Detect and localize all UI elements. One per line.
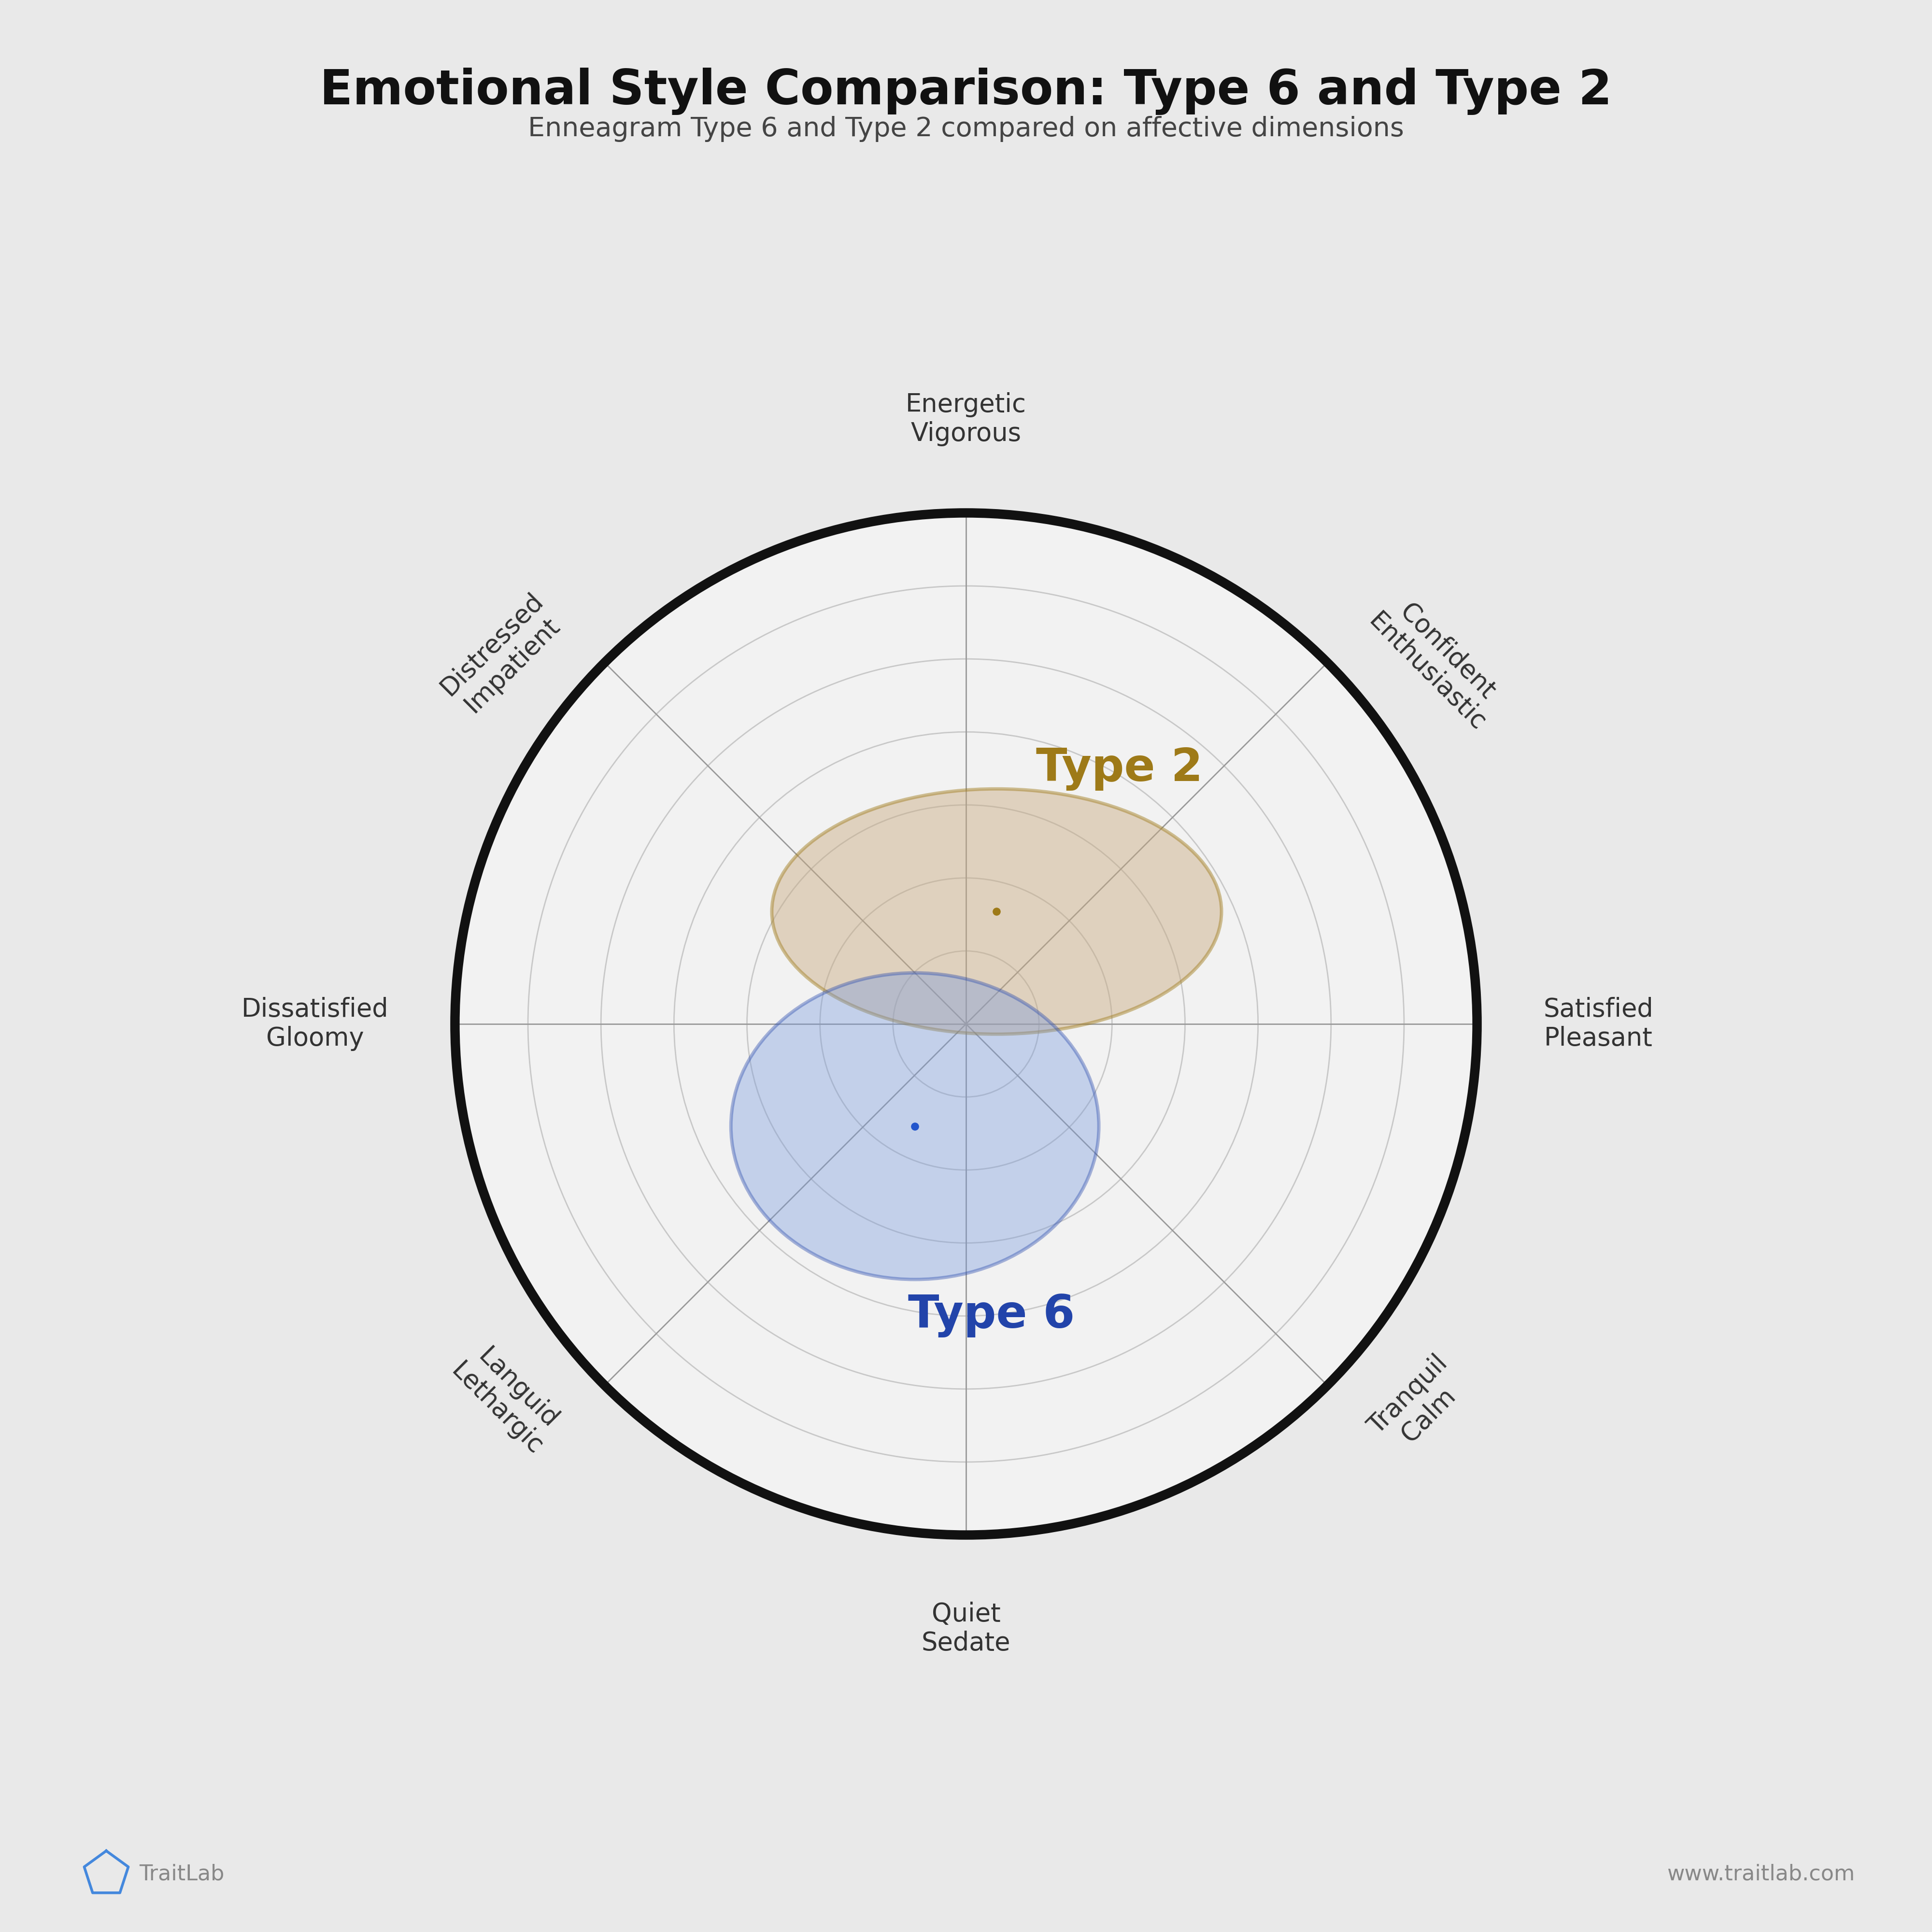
Text: Languid
Lethargic: Languid Lethargic bbox=[446, 1337, 568, 1461]
Point bbox=[981, 896, 1012, 927]
Text: Emotional Style Comparison: Type 6 and Type 2: Emotional Style Comparison: Type 6 and T… bbox=[321, 68, 1611, 116]
Text: Type 6: Type 6 bbox=[908, 1293, 1074, 1337]
Point bbox=[900, 1111, 931, 1142]
Text: Distressed
Impatient: Distressed Impatient bbox=[435, 587, 568, 721]
Text: TraitLab: TraitLab bbox=[139, 1864, 224, 1884]
Text: Tranquil
Calm: Tranquil Calm bbox=[1364, 1350, 1472, 1461]
Ellipse shape bbox=[771, 788, 1221, 1034]
Text: Type 2: Type 2 bbox=[1036, 746, 1204, 790]
Circle shape bbox=[454, 512, 1478, 1536]
Ellipse shape bbox=[730, 974, 1099, 1279]
Text: Satisfied
Pleasant: Satisfied Pleasant bbox=[1544, 997, 1654, 1051]
Text: www.traitlab.com: www.traitlab.com bbox=[1667, 1864, 1855, 1884]
Text: Dissatisfied
Gloomy: Dissatisfied Gloomy bbox=[242, 997, 388, 1051]
Text: Quiet
Sedate: Quiet Sedate bbox=[922, 1602, 1010, 1656]
Text: Energetic
Vigorous: Energetic Vigorous bbox=[906, 392, 1026, 446]
Text: Confident
Enthusiastic: Confident Enthusiastic bbox=[1364, 587, 1511, 736]
Text: Enneagram Type 6 and Type 2 compared on affective dimensions: Enneagram Type 6 and Type 2 compared on … bbox=[527, 116, 1405, 143]
